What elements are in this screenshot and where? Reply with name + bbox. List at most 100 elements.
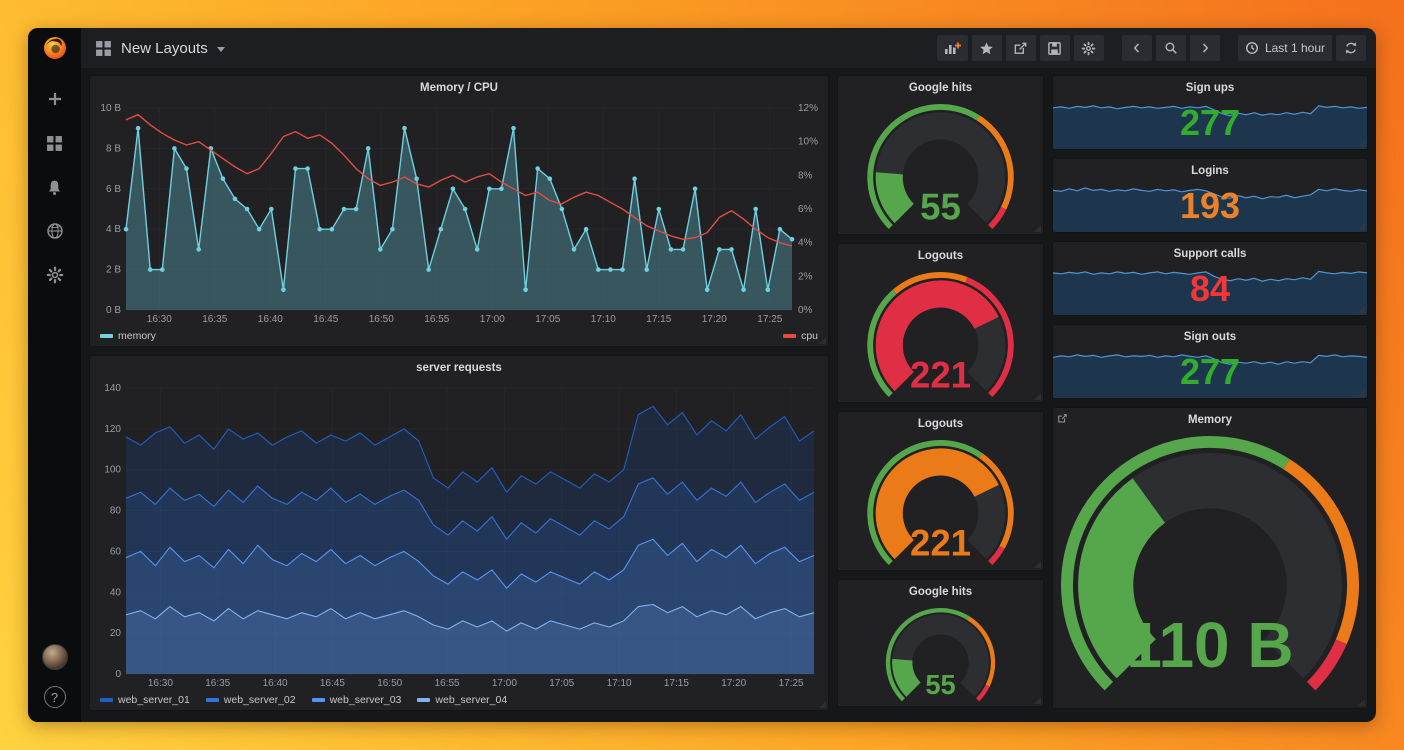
panel-gauge-logouts-orange: Logouts 221 [837, 411, 1044, 571]
sidebar-item-configuration[interactable] [44, 264, 66, 286]
external-link-button[interactable] [1057, 411, 1068, 429]
legend-item-web-server-03[interactable]: web_server_03 [311, 694, 402, 706]
svg-text:16:40: 16:40 [263, 678, 288, 689]
panel-title[interactable]: Google hits [908, 586, 973, 598]
svg-text:17:25: 17:25 [779, 678, 804, 689]
svg-text:16:50: 16:50 [369, 314, 394, 325]
column-middle: Google hits 55 Logouts 221 Logouts 221 [837, 75, 1044, 715]
svg-text:10 B: 10 B [100, 103, 121, 114]
logins-sparkline[interactable] [1053, 183, 1367, 232]
legend-item-web-server-01[interactable]: web_server_01 [100, 694, 190, 706]
logouts-gauge-2[interactable]: 221 [838, 436, 1043, 570]
memory-gauge[interactable]: 110 B [1053, 432, 1367, 708]
legend-label: web_server_03 [329, 694, 402, 706]
svg-text:2 B: 2 B [106, 265, 121, 276]
panel-resize-handle[interactable] [1034, 561, 1041, 568]
panel-title[interactable]: Logouts [917, 250, 964, 262]
sidebar-item-alerting[interactable] [44, 176, 66, 198]
bell-icon [49, 180, 60, 195]
time-shift-forward-button[interactable] [1189, 35, 1220, 61]
chevron-left-icon [1133, 43, 1140, 53]
gear-icon [46, 266, 63, 284]
sidebar-item-dashboards[interactable] [44, 132, 66, 154]
panel-stat-logins: Logins 193 [1052, 158, 1368, 233]
panel-gauge-google-hits-small: Google hits 55 [837, 579, 1044, 707]
panel-server-requests: server requests 16:30 16:35 16:40 16:45 16:5… [89, 355, 829, 711]
svg-text:120: 120 [104, 424, 121, 435]
time-shift-back-button[interactable] [1121, 35, 1152, 61]
series-swatch [205, 698, 219, 702]
dashboards-grid-icon [47, 135, 62, 151]
google-hits-gauge-small[interactable]: 55 [838, 604, 1043, 706]
panel-title[interactable]: Memory / CPU [420, 82, 498, 94]
svg-text:17:20: 17:20 [702, 314, 727, 325]
share-button[interactable] [1005, 35, 1036, 61]
column-right: Sign ups 277 Logins 193 [1052, 75, 1368, 715]
grafana-app: ? New Layouts [28, 28, 1376, 722]
panel-resize-handle[interactable] [1358, 223, 1365, 230]
panel-title[interactable]: Support calls [1173, 248, 1247, 260]
support-calls-sparkline[interactable] [1053, 266, 1367, 315]
star-button[interactable] [971, 35, 1002, 61]
panel-resize-handle[interactable] [1358, 389, 1365, 396]
legend-item-web-server-04[interactable]: web_server_04 [417, 694, 507, 706]
server-requests-chart-body: 16:30 16:35 16:40 16:45 16:50 16:55 17:00 17:05… [90, 380, 828, 690]
panel-gauge-memory: Memory 110 B [1052, 407, 1368, 709]
dashboard-picker[interactable]: New Layouts [95, 40, 225, 57]
add-panel-button[interactable] [936, 35, 968, 61]
panel-title[interactable]: Logins [1191, 165, 1229, 177]
series-swatch [100, 698, 113, 702]
legend-label: web_server_02 [223, 694, 296, 706]
panel-resize-handle[interactable] [1034, 697, 1041, 704]
legend-item-cpu[interactable]: cpu [783, 330, 818, 342]
svg-text:16:45: 16:45 [313, 314, 338, 325]
svg-text:10%: 10% [798, 137, 818, 148]
panel-title[interactable]: server requests [416, 362, 502, 374]
legend-item-memory[interactable]: memory [100, 330, 156, 342]
panel-resize-handle[interactable] [1358, 306, 1365, 313]
panel-resize-handle[interactable] [1358, 699, 1365, 706]
user-avatar[interactable] [41, 644, 68, 670]
legend-label: web_server_01 [118, 694, 190, 706]
svg-text:17:10: 17:10 [607, 678, 632, 689]
globe-icon [46, 223, 63, 239]
refresh-button[interactable] [1336, 35, 1366, 61]
sidebar-item-explore[interactable] [44, 220, 66, 242]
series-swatch [417, 698, 431, 702]
panel-stat-sign-outs: Sign outs 277 [1052, 324, 1368, 399]
panel-title[interactable]: Sign ups [1185, 82, 1235, 94]
panel-resize-handle[interactable] [819, 337, 826, 344]
save-button[interactable] [1039, 35, 1070, 61]
panel-resize-handle[interactable] [1358, 140, 1365, 147]
panel-stat-support-calls: Support calls 84 [1052, 241, 1368, 316]
memory-cpu-chart[interactable]: 16:30 16:35 16:40 16:45 16:50 16:55 17:00 17:05… [90, 100, 828, 326]
sign-ups-value: 277 [1179, 101, 1241, 143]
panel-title[interactable]: Memory [1187, 414, 1233, 426]
grafana-logo[interactable] [28, 28, 81, 68]
panel-resize-handle[interactable] [1034, 393, 1041, 400]
sign-outs-value: 277 [1179, 350, 1241, 392]
svg-text:16:55: 16:55 [435, 678, 460, 689]
svg-text:17:15: 17:15 [664, 678, 689, 689]
panel-title[interactable]: Logouts [917, 418, 964, 430]
sign-outs-sparkline[interactable] [1053, 349, 1367, 398]
panel-title[interactable]: Google hits [908, 82, 973, 94]
server-requests-chart[interactable]: 16:30 16:35 16:40 16:45 16:50 16:55 17:00 17:05… [90, 380, 828, 690]
panel-resize-handle[interactable] [1034, 225, 1041, 232]
svg-text:6 B: 6 B [106, 184, 121, 195]
panel-resize-handle[interactable] [819, 701, 826, 708]
help-button[interactable]: ? [43, 686, 66, 708]
sign-ups-sparkline[interactable] [1053, 100, 1367, 149]
zoom-out-button[interactable] [1155, 35, 1186, 61]
logouts-gauge[interactable]: 221 [838, 268, 1043, 402]
google-hits-gauge[interactable]: 55 [838, 100, 1043, 234]
panel-gauge-logouts-red: Logouts 221 [837, 243, 1044, 403]
toolbar: Last 1 hour [936, 35, 1366, 61]
settings-button[interactable] [1073, 35, 1104, 61]
grafana-logo-icon [43, 37, 66, 59]
time-range-picker[interactable]: Last 1 hour [1237, 35, 1332, 61]
legend-item-web-server-02[interactable]: web_server_02 [205, 694, 296, 706]
sidebar-item-create[interactable] [44, 88, 66, 110]
panel-title[interactable]: Sign outs [1183, 331, 1237, 343]
svg-text:16:30: 16:30 [148, 678, 173, 689]
